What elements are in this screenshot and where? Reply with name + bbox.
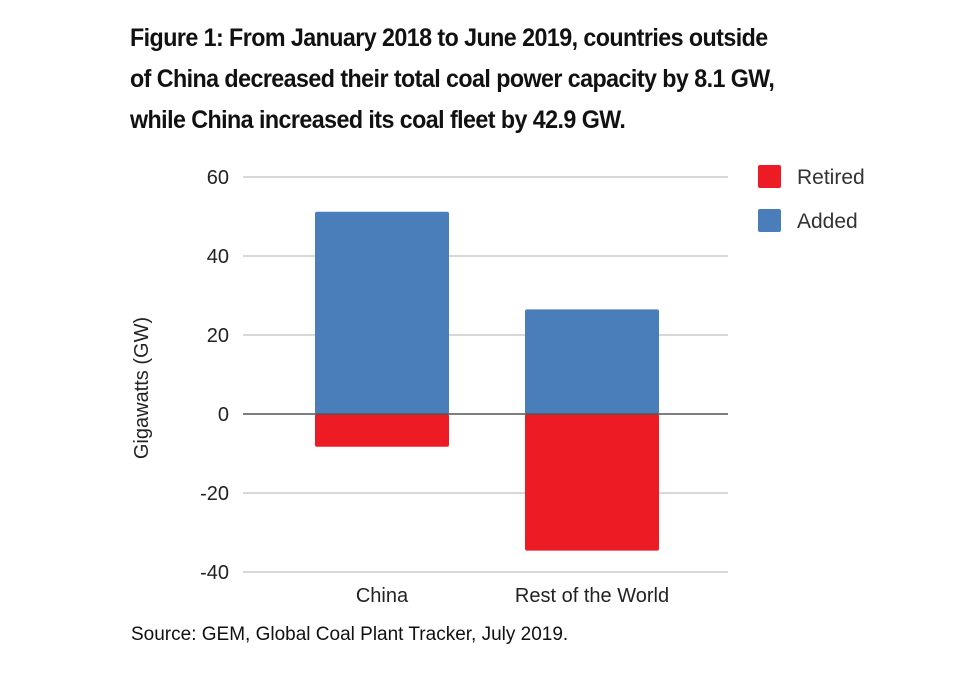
- title-line: Figure 1: From January 2018 to June 2019…: [130, 24, 768, 52]
- bar-added-china: [315, 211, 449, 414]
- bar-retired-rest-of-the-world: [525, 414, 659, 551]
- legend: Retired Added: [758, 165, 865, 233]
- title-line: of China decreased their total coal powe…: [130, 65, 775, 93]
- source-note: Source: GEM, Global Coal Plant Tracker, …: [131, 624, 569, 645]
- y-ticks: 60 40 20 0 -20 -40: [200, 167, 229, 584]
- title-line: while China increased its coal fleet by …: [130, 106, 626, 134]
- legend-label-added: Added: [797, 210, 858, 233]
- y-axis-label: Gigawatts (GW): [131, 317, 153, 459]
- y-tick-label: 40: [207, 246, 229, 268]
- x-ticks: China Rest of the World: [356, 585, 669, 607]
- legend-swatch-added: [758, 209, 781, 232]
- bar-added-rest-of-the-world: [525, 309, 659, 414]
- legend-label-retired: Retired: [797, 166, 865, 189]
- chart-title: Figure 1: From January 2018 to June 2019…: [130, 18, 837, 141]
- y-tick-label: 20: [207, 325, 229, 347]
- x-tick-label: Rest of the World: [515, 585, 669, 607]
- bars: [315, 211, 659, 551]
- y-tick-label: -40: [200, 562, 229, 584]
- x-tick-label: China: [356, 585, 409, 607]
- y-tick-label: -20: [200, 483, 229, 505]
- y-tick-label: 60: [207, 167, 229, 189]
- y-tick-label: 0: [218, 404, 229, 426]
- legend-swatch-retired: [758, 165, 781, 188]
- bar-retired-china: [315, 414, 449, 447]
